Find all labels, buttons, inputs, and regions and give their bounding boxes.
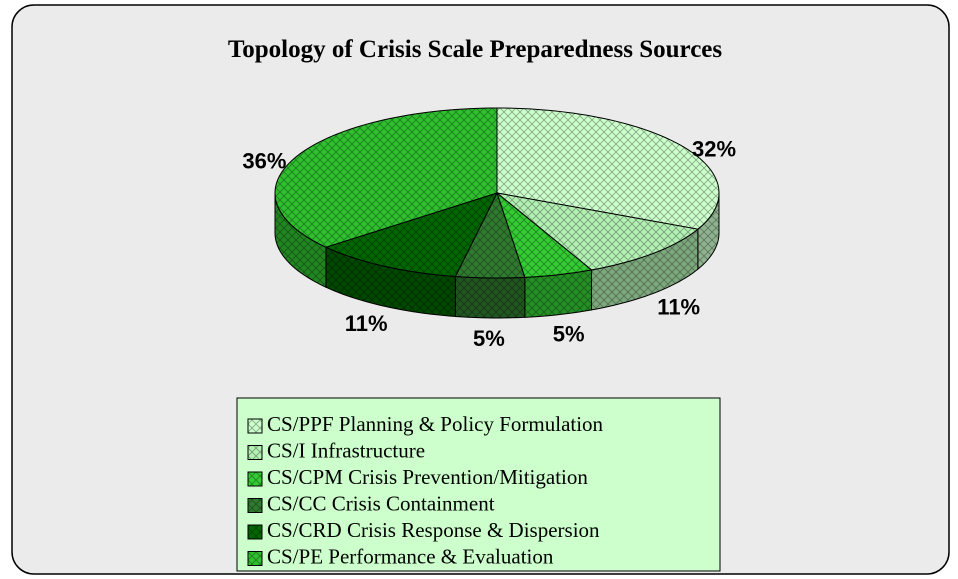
legend-label: CS/PE Performance & Evaluation [267, 544, 554, 568]
legend-swatch-texture [248, 445, 262, 460]
value-label: 5% [553, 322, 585, 347]
slice-texture [275, 108, 497, 248]
value-label: 5% [473, 326, 505, 351]
legend-label: CS/CC Crisis Containment [267, 491, 495, 515]
slice-texture [497, 193, 592, 278]
legend-label: CS/CRD Crisis Response & Dispersion [267, 518, 600, 542]
slice-side-texture [524, 269, 592, 318]
chart-title: Topology of Crisis Scale Preparedness So… [228, 36, 723, 63]
slice-side-texture [591, 229, 698, 310]
slice-texture [455, 193, 525, 278]
legend-swatch-texture [248, 472, 262, 486]
legend-label: CS/I Infrastructure [267, 438, 425, 462]
legend-swatch-texture [248, 498, 262, 513]
legend-label: CS/CPM Crisis Prevention/Mitigation [267, 465, 588, 489]
slice-texture [497, 108, 719, 230]
value-label: 32% [692, 136, 736, 161]
legend-swatch-texture [248, 419, 262, 433]
value-label: 11% [657, 294, 700, 319]
slice-texture [497, 193, 698, 270]
value-label: 11% [345, 311, 388, 336]
slice-side-texture [325, 247, 456, 317]
legend-label: CS/PPF Planning & Policy Formulation [267, 412, 604, 436]
slice-side-texture [275, 193, 326, 288]
legend-swatch-texture [248, 525, 262, 539]
value-label: 36% [242, 148, 286, 173]
legend-swatch-texture [248, 551, 262, 566]
legend-box [236, 397, 721, 572]
slice-side-texture [455, 276, 525, 318]
slice-texture [325, 193, 497, 277]
